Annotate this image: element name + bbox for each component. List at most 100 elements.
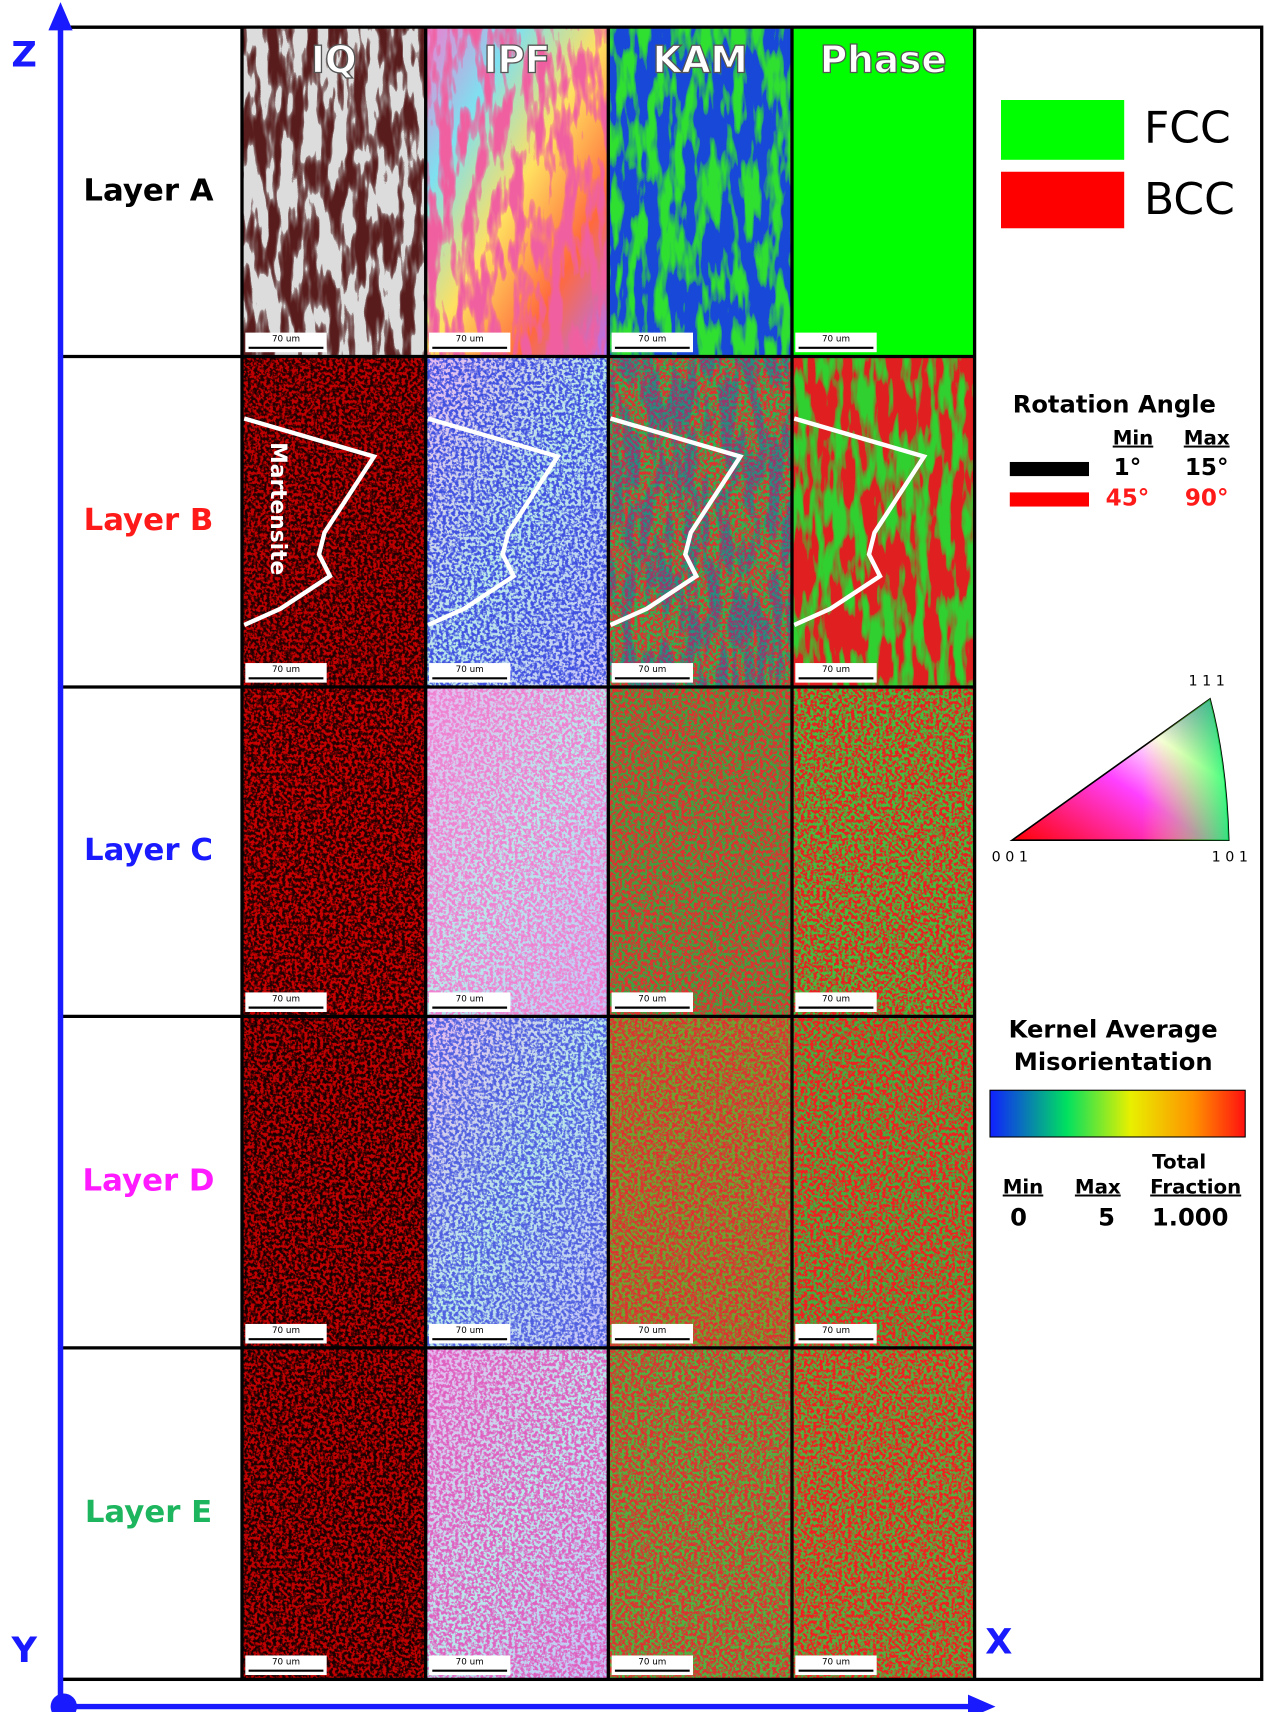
map-texture: [242, 27, 426, 357]
legend-label: FCC: [1144, 103, 1231, 154]
martensite-outline: [426, 416, 562, 627]
map-texture: [608, 686, 792, 1017]
map-image: 70 um: [425, 686, 609, 1017]
x-arrow: [968, 1694, 996, 1716]
map-texture: [425, 27, 609, 357]
scale-bar-label: 70 um: [272, 1326, 300, 1336]
map-texture: [425, 1016, 609, 1348]
map-image: Martensite 70 um: [242, 356, 426, 687]
map-image: 70 um: [242, 27, 426, 357]
map-image: 70 um: [792, 1347, 975, 1680]
map-image: 70 um: [242, 1016, 426, 1348]
legend-value: 1.000: [1152, 1204, 1229, 1232]
map-base: [792, 27, 975, 357]
legend-value: 90°: [1185, 486, 1229, 512]
column-header: IQ: [311, 38, 357, 82]
scale-bar-label: 70 um: [272, 335, 300, 345]
map-image: 70 um: [608, 1347, 792, 1680]
ipf-label: 1 0 1: [1212, 850, 1248, 866]
map-image: 70 um: [425, 27, 609, 357]
legend-value: 0: [1010, 1204, 1027, 1232]
scale-bar-label: 70 um: [272, 994, 300, 1004]
map-image: 70 um: [608, 1016, 792, 1348]
map-image: 70 um: [242, 1347, 426, 1680]
ipf-label: 1 1 1: [1189, 674, 1225, 690]
legend-label: Max: [1184, 427, 1230, 450]
legend-label: Fraction: [1150, 1176, 1241, 1199]
martensite-outline: [793, 416, 928, 627]
scale-bar-label: 70 um: [638, 1658, 666, 1668]
legend-value: 5: [1098, 1204, 1115, 1232]
map-texture: [425, 686, 609, 1017]
map-image: 70 um: [425, 356, 609, 687]
map-image: 70 um: [425, 1016, 609, 1348]
z-arrow: [48, 2, 73, 31]
scale-bar-label: 70 um: [456, 994, 484, 1004]
kam-colorbar: [989, 1089, 1246, 1138]
map-image: 70 um: [425, 1347, 609, 1680]
legend-value: 1°: [1114, 455, 1142, 481]
scale-bar-label: 70 um: [456, 665, 484, 675]
legend-label: Total: [1152, 1151, 1206, 1174]
map-texture: [792, 1347, 975, 1680]
origin: [50, 1693, 77, 1716]
black-line-swatch: [1009, 461, 1089, 477]
map-image: 70 um: [608, 356, 792, 687]
ipf-triangle-shade: [1012, 698, 1229, 841]
column-header: IPF: [484, 38, 551, 82]
legend-title: Misorientation: [1014, 1048, 1213, 1076]
map-texture: [242, 1347, 426, 1680]
scale-bar-label: 70 um: [822, 665, 850, 675]
bcc-swatch: [1001, 171, 1125, 229]
row-label: Layer C: [84, 833, 213, 868]
map-texture: [242, 27, 426, 357]
map-texture: [425, 1347, 609, 1680]
map-image: 70 um: [608, 686, 792, 1017]
scale-bar-label: 70 um: [822, 1658, 850, 1668]
map-texture: [792, 686, 975, 1017]
red-line-swatch: [1009, 492, 1089, 507]
scale-bar-label: 70 um: [638, 994, 666, 1004]
legend-value: 15°: [1185, 455, 1229, 481]
scale-bar-label: 70 um: [822, 1326, 850, 1336]
ipf-label: 0 0 1: [992, 850, 1028, 866]
scale-bar-label: 70 um: [456, 335, 484, 345]
scale-bar-label: 70 um: [638, 335, 666, 345]
scale-bar-label: 70 um: [456, 1326, 484, 1336]
legend-label: Min: [1113, 427, 1154, 450]
map-texture: [608, 27, 792, 357]
row-label: Layer D: [83, 1164, 215, 1199]
map-image: 70 um: [792, 356, 975, 687]
map-texture: [608, 1347, 792, 1680]
row-label: Layer B: [84, 503, 214, 538]
martensite-outline: [609, 416, 744, 627]
scale-bar-label: 70 um: [638, 1326, 666, 1336]
martensite-outline: [243, 416, 378, 627]
map-image: 70 um: [792, 686, 975, 1017]
legend-label: Min: [1003, 1176, 1044, 1199]
map-texture: [792, 1016, 975, 1348]
fcc-swatch: [1001, 100, 1125, 160]
map-texture: [608, 1016, 792, 1348]
legend-title: Kernel Average: [1009, 1016, 1218, 1044]
legend-value: 45°: [1106, 486, 1150, 512]
scale-bar-label: 70 um: [638, 665, 666, 675]
map-image: 70 um: [608, 27, 792, 357]
map-image: 70 um: [792, 1016, 975, 1348]
scale-bar-label: 70 um: [272, 1658, 300, 1668]
axis-label: X: [985, 1623, 1012, 1663]
map-texture: [242, 1016, 426, 1348]
column-header: KAM: [653, 38, 748, 82]
scale-bar-label: 70 um: [822, 994, 850, 1004]
map-image: 70 um: [792, 27, 975, 357]
row-label: Layer E: [85, 1495, 212, 1530]
map-texture: [242, 686, 426, 1017]
legend-label: BCC: [1144, 174, 1235, 225]
row-label: Layer A: [83, 173, 213, 208]
column-header: Phase: [820, 38, 947, 82]
legend-title: Rotation Angle: [1013, 391, 1216, 419]
scale-bar-label: 70 um: [822, 335, 850, 345]
annotation: Martensite: [265, 442, 290, 575]
